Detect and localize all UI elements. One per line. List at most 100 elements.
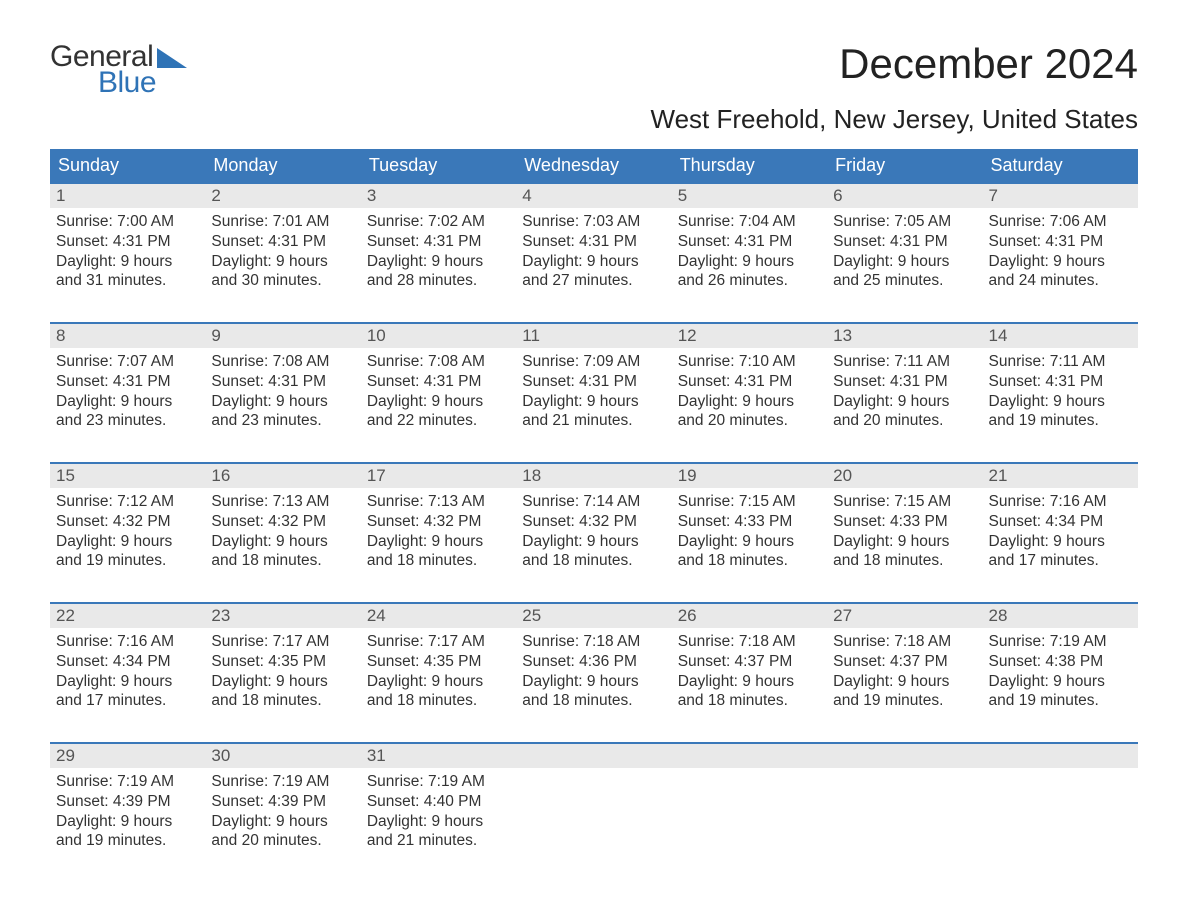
dow-cell: Friday <box>827 149 982 182</box>
sunrise-line: Sunrise: 7:17 AM <box>211 632 354 652</box>
day-body: Sunrise: 7:13 AMSunset: 4:32 PMDaylight:… <box>205 488 360 577</box>
sunset-line: Sunset: 4:31 PM <box>989 232 1132 252</box>
sunset-line: Sunset: 4:31 PM <box>367 372 510 392</box>
sunrise-line: Sunrise: 7:17 AM <box>367 632 510 652</box>
sunrise-line: Sunrise: 7:15 AM <box>833 492 976 512</box>
sunrise-line: Sunrise: 7:19 AM <box>211 772 354 792</box>
calendar-day: 6Sunrise: 7:05 AMSunset: 4:31 PMDaylight… <box>827 184 982 312</box>
day-number: 9 <box>205 324 360 348</box>
calendar-day: 22Sunrise: 7:16 AMSunset: 4:34 PMDayligh… <box>50 604 205 732</box>
sunrise-line: Sunrise: 7:05 AM <box>833 212 976 232</box>
day-number: 25 <box>516 604 671 628</box>
sunset-line: Sunset: 4:31 PM <box>522 372 665 392</box>
day-number: 4 <box>516 184 671 208</box>
day-number: 30 <box>205 744 360 768</box>
calendar-day: 12Sunrise: 7:10 AMSunset: 4:31 PMDayligh… <box>672 324 827 452</box>
sunrise-line: Sunrise: 7:08 AM <box>211 352 354 372</box>
daylight-line: Daylight: 9 hours and 21 minutes. <box>367 812 510 852</box>
calendar-table: SundayMondayTuesdayWednesdayThursdayFrid… <box>50 149 1138 872</box>
sunset-line: Sunset: 4:31 PM <box>211 372 354 392</box>
sunrise-line: Sunrise: 7:11 AM <box>989 352 1132 372</box>
calendar-day: 21Sunrise: 7:16 AMSunset: 4:34 PMDayligh… <box>983 464 1138 592</box>
day-body: Sunrise: 7:12 AMSunset: 4:32 PMDaylight:… <box>50 488 205 577</box>
day-number <box>516 744 671 768</box>
day-body: Sunrise: 7:09 AMSunset: 4:31 PMDaylight:… <box>516 348 671 437</box>
day-number <box>672 744 827 768</box>
calendar-week: 29Sunrise: 7:19 AMSunset: 4:39 PMDayligh… <box>50 742 1138 872</box>
daylight-line: Daylight: 9 hours and 19 minutes. <box>989 672 1132 712</box>
calendar-day: 4Sunrise: 7:03 AMSunset: 4:31 PMDaylight… <box>516 184 671 312</box>
daylight-line: Daylight: 9 hours and 25 minutes. <box>833 252 976 292</box>
day-number: 17 <box>361 464 516 488</box>
sunset-line: Sunset: 4:39 PM <box>56 792 199 812</box>
calendar-day: 14Sunrise: 7:11 AMSunset: 4:31 PMDayligh… <box>983 324 1138 452</box>
calendar-day <box>672 744 827 872</box>
sunrise-line: Sunrise: 7:14 AM <box>522 492 665 512</box>
day-number: 14 <box>983 324 1138 348</box>
day-number: 28 <box>983 604 1138 628</box>
sunrise-line: Sunrise: 7:15 AM <box>678 492 821 512</box>
calendar-day: 9Sunrise: 7:08 AMSunset: 4:31 PMDaylight… <box>205 324 360 452</box>
day-number: 7 <box>983 184 1138 208</box>
daylight-line: Daylight: 9 hours and 20 minutes. <box>678 392 821 432</box>
calendar-day <box>983 744 1138 872</box>
day-body: Sunrise: 7:19 AMSunset: 4:39 PMDaylight:… <box>205 768 360 857</box>
sunset-line: Sunset: 4:32 PM <box>56 512 199 532</box>
day-body: Sunrise: 7:08 AMSunset: 4:31 PMDaylight:… <box>205 348 360 437</box>
sunrise-line: Sunrise: 7:04 AM <box>678 212 821 232</box>
daylight-line: Daylight: 9 hours and 31 minutes. <box>56 252 199 292</box>
day-number: 6 <box>827 184 982 208</box>
daylight-line: Daylight: 9 hours and 24 minutes. <box>989 252 1132 292</box>
sunset-line: Sunset: 4:31 PM <box>989 372 1132 392</box>
calendar-day: 16Sunrise: 7:13 AMSunset: 4:32 PMDayligh… <box>205 464 360 592</box>
sunset-line: Sunset: 4:31 PM <box>522 232 665 252</box>
sunset-line: Sunset: 4:32 PM <box>211 512 354 532</box>
sunrise-line: Sunrise: 7:08 AM <box>367 352 510 372</box>
sunset-line: Sunset: 4:36 PM <box>522 652 665 672</box>
day-number <box>983 744 1138 768</box>
day-number: 20 <box>827 464 982 488</box>
day-body: Sunrise: 7:00 AMSunset: 4:31 PMDaylight:… <box>50 208 205 297</box>
sunrise-line: Sunrise: 7:18 AM <box>833 632 976 652</box>
daylight-line: Daylight: 9 hours and 19 minutes. <box>56 532 199 572</box>
daylight-line: Daylight: 9 hours and 19 minutes. <box>833 672 976 712</box>
sunrise-line: Sunrise: 7:13 AM <box>367 492 510 512</box>
calendar-day: 19Sunrise: 7:15 AMSunset: 4:33 PMDayligh… <box>672 464 827 592</box>
sunrise-line: Sunrise: 7:16 AM <box>56 632 199 652</box>
calendar-day: 26Sunrise: 7:18 AMSunset: 4:37 PMDayligh… <box>672 604 827 732</box>
sunset-line: Sunset: 4:32 PM <box>367 512 510 532</box>
calendar-day <box>516 744 671 872</box>
day-number: 15 <box>50 464 205 488</box>
daylight-line: Daylight: 9 hours and 18 minutes. <box>678 532 821 572</box>
sunset-line: Sunset: 4:31 PM <box>833 372 976 392</box>
day-number: 18 <box>516 464 671 488</box>
daylight-line: Daylight: 9 hours and 30 minutes. <box>211 252 354 292</box>
calendar-day: 25Sunrise: 7:18 AMSunset: 4:36 PMDayligh… <box>516 604 671 732</box>
calendar-day: 17Sunrise: 7:13 AMSunset: 4:32 PMDayligh… <box>361 464 516 592</box>
day-body: Sunrise: 7:13 AMSunset: 4:32 PMDaylight:… <box>361 488 516 577</box>
day-body: Sunrise: 7:01 AMSunset: 4:31 PMDaylight:… <box>205 208 360 297</box>
sunrise-line: Sunrise: 7:18 AM <box>678 632 821 652</box>
daylight-line: Daylight: 9 hours and 22 minutes. <box>367 392 510 432</box>
day-number: 22 <box>50 604 205 628</box>
day-number: 10 <box>361 324 516 348</box>
sail-icon <box>157 48 187 68</box>
day-number: 21 <box>983 464 1138 488</box>
sunset-line: Sunset: 4:40 PM <box>367 792 510 812</box>
sunset-line: Sunset: 4:32 PM <box>522 512 665 532</box>
day-number: 11 <box>516 324 671 348</box>
calendar-day: 2Sunrise: 7:01 AMSunset: 4:31 PMDaylight… <box>205 184 360 312</box>
daylight-line: Daylight: 9 hours and 18 minutes. <box>367 532 510 572</box>
sunrise-line: Sunrise: 7:02 AM <box>367 212 510 232</box>
day-number: 19 <box>672 464 827 488</box>
day-body: Sunrise: 7:04 AMSunset: 4:31 PMDaylight:… <box>672 208 827 297</box>
day-body: Sunrise: 7:19 AMSunset: 4:38 PMDaylight:… <box>983 628 1138 717</box>
calendar-day: 5Sunrise: 7:04 AMSunset: 4:31 PMDaylight… <box>672 184 827 312</box>
day-body: Sunrise: 7:07 AMSunset: 4:31 PMDaylight:… <box>50 348 205 437</box>
sunset-line: Sunset: 4:33 PM <box>833 512 976 532</box>
calendar-day: 3Sunrise: 7:02 AMSunset: 4:31 PMDaylight… <box>361 184 516 312</box>
calendar-day: 15Sunrise: 7:12 AMSunset: 4:32 PMDayligh… <box>50 464 205 592</box>
calendar-day: 20Sunrise: 7:15 AMSunset: 4:33 PMDayligh… <box>827 464 982 592</box>
day-number: 31 <box>361 744 516 768</box>
day-body: Sunrise: 7:18 AMSunset: 4:37 PMDaylight:… <box>672 628 827 717</box>
